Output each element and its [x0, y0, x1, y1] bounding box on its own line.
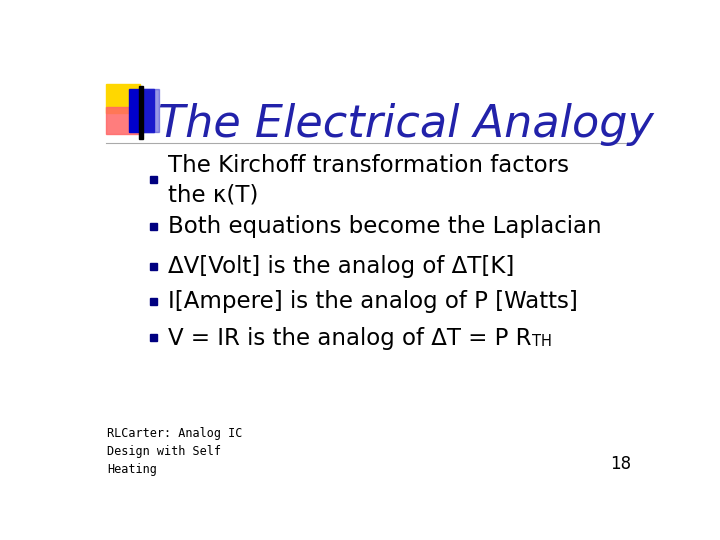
Bar — [106, 107, 140, 134]
Text: TH: TH — [532, 334, 552, 349]
Text: The Electrical Analogy: The Electrical Analogy — [158, 103, 654, 146]
Text: The Kirchoff transformation factors
the κ(T): The Kirchoff transformation factors the … — [168, 154, 569, 207]
Text: 18: 18 — [610, 455, 631, 472]
Text: ΔV[Volt] is the analog of ΔT[K]: ΔV[Volt] is the analog of ΔT[K] — [168, 255, 514, 278]
Bar — [150, 262, 158, 269]
Bar — [129, 90, 153, 132]
Bar — [150, 177, 158, 184]
Bar — [150, 334, 158, 341]
Bar — [142, 90, 159, 132]
Text: RLCarter: Analog IC
Design with Self
Heating: RLCarter: Analog IC Design with Self Hea… — [107, 427, 243, 476]
Text: Both equations become the Laplacian: Both equations become the Laplacian — [168, 215, 601, 238]
Bar — [106, 84, 140, 113]
Text: V = IR is the analog of ΔT = P R: V = IR is the analog of ΔT = P R — [168, 327, 531, 350]
Bar — [150, 222, 158, 230]
Text: I[Ampere] is the analog of P [Watts]: I[Ampere] is the analog of P [Watts] — [168, 291, 577, 313]
Bar — [139, 85, 143, 139]
Bar — [150, 298, 158, 305]
